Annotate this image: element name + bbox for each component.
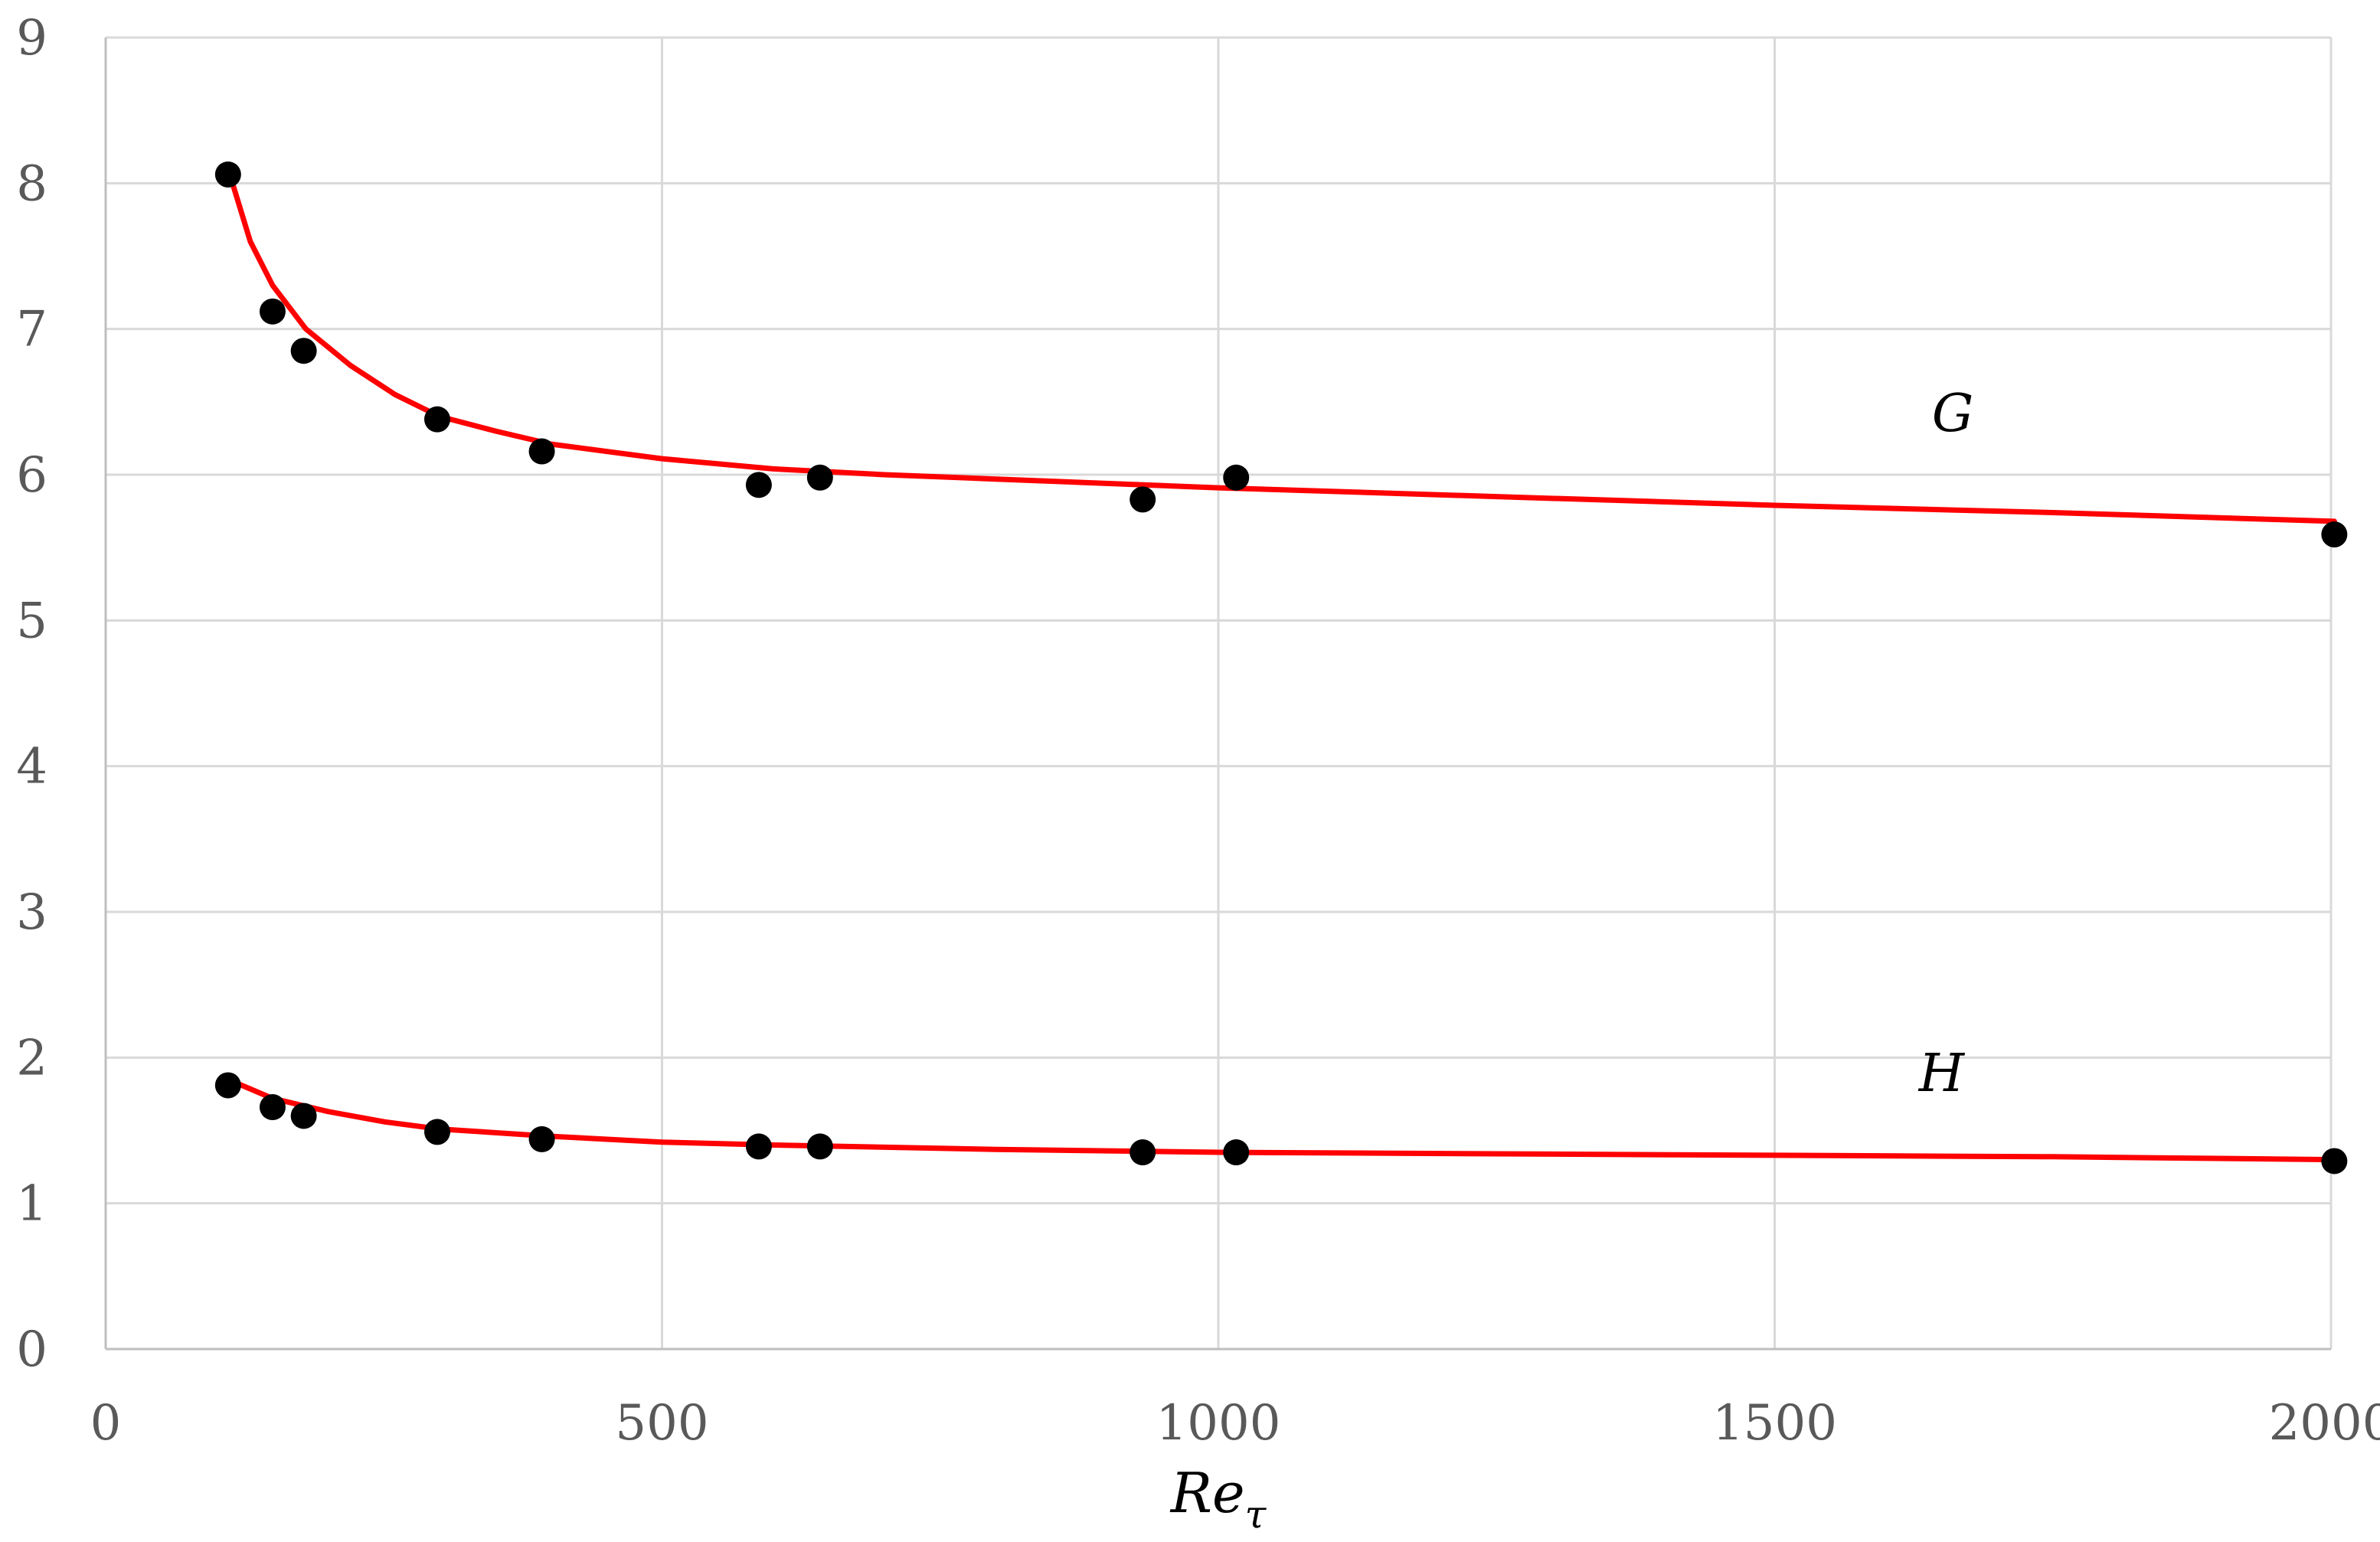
tick-labels: 0 1 2 3 4 5 6 7 8 9 0 500 1000 1500 2000 xyxy=(16,10,2380,1452)
data-point-g-6 xyxy=(806,464,833,491)
data-point-g-8 xyxy=(1223,464,1250,491)
y-tick-label-9: 9 xyxy=(16,10,47,67)
grid-lines xyxy=(106,36,2333,1349)
data-point-g-2 xyxy=(290,338,317,364)
series-g: G xyxy=(214,161,2348,548)
y-tick-label-3: 3 xyxy=(16,884,47,941)
axes xyxy=(104,38,2331,1351)
x-tick-label-0: 0 xyxy=(90,1395,122,1452)
series-layer: GH xyxy=(214,161,2348,1174)
data-point-h-6 xyxy=(806,1133,833,1160)
data-point-h-5 xyxy=(745,1133,772,1160)
data-point-g-1 xyxy=(259,298,286,325)
y-tick-label-0: 0 xyxy=(16,1321,47,1378)
data-point-h-2 xyxy=(290,1103,317,1129)
data-point-g-5 xyxy=(745,472,772,498)
data-point-h-0 xyxy=(214,1072,241,1099)
data-point-g-4 xyxy=(528,438,555,465)
y-tick-label-1: 1 xyxy=(16,1176,47,1233)
y-tick-label-4: 4 xyxy=(16,739,47,796)
x-tick-label-2000: 2000 xyxy=(2269,1395,2380,1452)
data-point-g-3 xyxy=(423,406,450,433)
x-tick-label-1000: 1000 xyxy=(1156,1395,1281,1452)
series-label-h: H xyxy=(1917,1044,1966,1104)
fit-curve-h xyxy=(225,1076,2337,1163)
x-tick-label-500: 500 xyxy=(615,1395,708,1452)
y-tick-label-8: 8 xyxy=(16,155,47,212)
data-point-g-7 xyxy=(1130,486,1156,513)
data-point-h-9 xyxy=(2321,1148,2348,1174)
data-point-h-3 xyxy=(423,1119,450,1145)
y-tick-label-7: 7 xyxy=(16,302,47,358)
data-point-h-7 xyxy=(1130,1139,1156,1166)
y-tick-label-2: 2 xyxy=(16,1030,47,1086)
fit-curve-g xyxy=(225,165,2337,524)
data-point-g-0 xyxy=(214,161,241,188)
series-label-g: G xyxy=(1932,384,1973,444)
y-tick-label-6: 6 xyxy=(16,447,47,504)
series-h: H xyxy=(214,1044,2348,1174)
y-tick-label-5: 5 xyxy=(16,593,47,649)
data-point-h-1 xyxy=(259,1094,286,1121)
x-tick-label-1500: 1500 xyxy=(1712,1395,1837,1452)
data-point-h-4 xyxy=(528,1125,555,1152)
data-point-g-9 xyxy=(2321,521,2348,548)
x-axis-label: Reτ xyxy=(1169,1461,1267,1537)
data-point-h-8 xyxy=(1223,1139,1250,1166)
